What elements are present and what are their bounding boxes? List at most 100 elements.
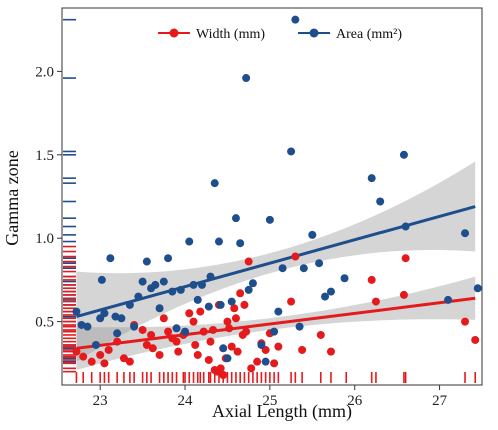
data-point-area: [168, 287, 177, 296]
data-point-width: [174, 347, 183, 356]
data-point-area: [155, 304, 164, 313]
data-point-area: [376, 197, 385, 206]
data-point-width: [113, 337, 122, 346]
rug-marks: [63, 18, 477, 383]
x-tick-label: 27: [432, 393, 448, 409]
data-point-area: [97, 275, 106, 284]
data-point-width: [172, 337, 181, 346]
data-point-area: [164, 254, 173, 263]
data-point-area: [216, 300, 225, 309]
data-point-area: [236, 239, 245, 248]
data-point-width: [72, 347, 81, 356]
data-point-width: [270, 359, 279, 368]
data-point-area: [181, 327, 190, 336]
data-point-area: [176, 285, 185, 294]
confidence-bands: [76, 161, 476, 370]
data-point-width: [461, 317, 470, 326]
data-point-area: [295, 322, 304, 331]
data-point-area: [151, 280, 160, 289]
data-point-area: [257, 340, 266, 349]
x-tick-label: 23: [93, 393, 108, 409]
data-point-width: [231, 314, 240, 323]
data-point-area: [210, 179, 219, 188]
data-point-width: [287, 297, 296, 306]
data-point-area: [299, 264, 308, 273]
data-point-width: [142, 340, 151, 349]
y-tick-label: 1.0: [35, 231, 54, 247]
data-point-width: [193, 350, 202, 359]
data-point-area: [113, 329, 122, 338]
data-point-width: [204, 355, 213, 364]
data-point-area: [244, 285, 253, 294]
data-point-width: [191, 340, 200, 349]
data-point-area: [326, 287, 335, 296]
data-point-area: [444, 295, 453, 304]
data-point-area: [138, 277, 147, 286]
legend-label-area: Area (mm²): [336, 27, 402, 42]
data-point-width: [219, 370, 228, 379]
y-axis-title: Gamma zone: [2, 150, 22, 245]
data-point-area: [142, 257, 151, 266]
data-point-area: [367, 174, 376, 183]
data-point-area: [287, 147, 296, 156]
data-point-area: [248, 279, 257, 288]
data-point-width: [125, 357, 134, 366]
x-axis-title: Axial Length (mm): [212, 401, 352, 422]
data-point-area: [83, 322, 92, 331]
data-point-area: [100, 309, 109, 318]
data-point-width: [236, 289, 245, 298]
data-point-width: [326, 347, 335, 356]
data-point-width: [100, 359, 109, 368]
data-point-width: [227, 342, 236, 351]
data-point-area: [206, 272, 215, 281]
data-point-area: [223, 354, 232, 363]
data-point-width: [291, 252, 300, 261]
data-point-width: [298, 345, 307, 354]
data-point-area: [291, 15, 300, 24]
data-point-area: [265, 215, 274, 224]
data-point-area: [270, 327, 279, 336]
y-axis-ticks: 0.5 1.0 1.5 2.0: [35, 64, 62, 331]
data-point-width: [274, 342, 283, 351]
data-point-width: [399, 290, 408, 299]
data-point-width: [138, 325, 147, 334]
data-point-width: [104, 345, 113, 354]
x-tick-label: 24: [178, 393, 194, 409]
data-point-width: [189, 317, 198, 326]
data-point-area: [315, 259, 324, 268]
data-point-area: [214, 237, 223, 246]
data-point-width: [471, 335, 480, 344]
data-points: [72, 15, 482, 379]
data-point-width: [401, 254, 410, 263]
data-point-width: [316, 330, 325, 339]
data-point-width: [155, 350, 164, 359]
data-point-width: [206, 337, 215, 346]
data-point-width: [185, 309, 194, 318]
data-point-width: [223, 317, 232, 326]
legend-marker-width: [169, 28, 179, 38]
data-point-width: [244, 257, 253, 266]
x-tick-label: 26: [347, 393, 363, 409]
data-point-width: [253, 357, 262, 366]
x-tick-label: 25: [262, 393, 277, 409]
plot-border: [61, 7, 483, 386]
data-point-area: [399, 150, 408, 159]
data-point-area: [461, 229, 470, 238]
data-point-area: [106, 254, 115, 263]
data-point-width: [233, 347, 242, 356]
data-point-width: [164, 327, 173, 336]
data-point-area: [172, 324, 181, 333]
data-point-area: [274, 307, 283, 316]
data-point-width: [247, 364, 256, 373]
data-point-area: [91, 340, 100, 349]
data-point-area: [185, 237, 194, 246]
data-point-area: [125, 300, 134, 309]
data-point-width: [119, 354, 128, 363]
data-point-area: [198, 280, 206, 289]
data-point-width: [209, 325, 218, 334]
data-point-area: [231, 214, 240, 223]
data-point-area: [308, 230, 317, 239]
data-point-area: [227, 297, 236, 306]
